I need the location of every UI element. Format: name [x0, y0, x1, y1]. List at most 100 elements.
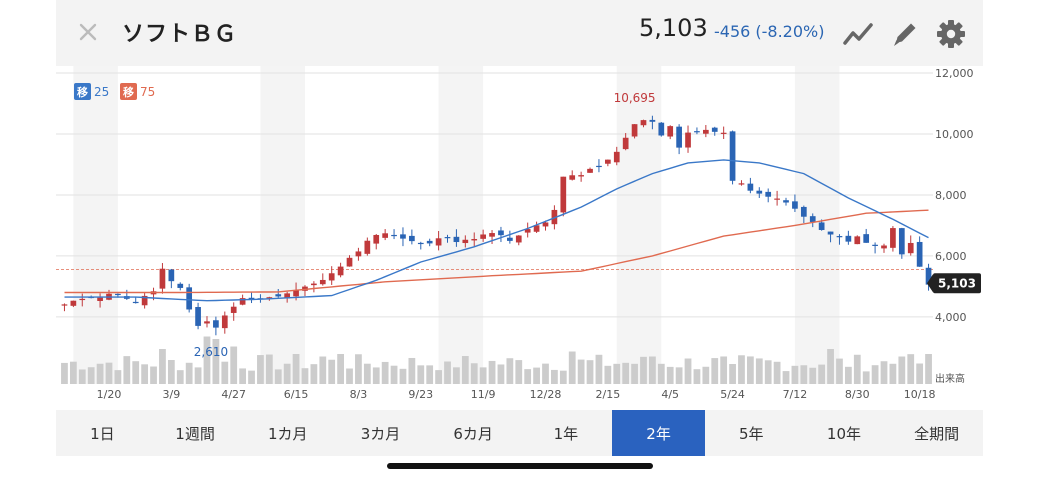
candle-body: [337, 266, 344, 276]
volume-bar: [274, 369, 282, 384]
candle: [765, 188, 772, 203]
candle-body: [774, 198, 780, 200]
volume-bar: [444, 361, 451, 384]
candle-body: [204, 321, 210, 324]
volume-bar: [702, 366, 710, 384]
volume-bar: [346, 368, 353, 384]
candle-body: [373, 234, 380, 244]
candle-body: [524, 229, 531, 233]
tab-9[interactable]: 10年: [826, 424, 862, 443]
volume-bar: [69, 361, 77, 384]
app-frame: ソフトＢＧ 5,103 -456 (-8.20%) 12,000 10,000 8,…: [56, 0, 983, 480]
candle: [729, 130, 736, 185]
candle: [97, 293, 103, 308]
candle-body: [230, 306, 237, 313]
volume-bar: [239, 368, 247, 384]
tab-8[interactable]: 5年: [739, 424, 764, 443]
candle: [373, 233, 380, 250]
price-chart[interactable]: 12,000 10,000 8,000 6,000 4,000 出来高 1/20 3/9 4/2…: [56, 66, 983, 410]
x-tick-label: 5/24: [720, 388, 745, 401]
volume-bar: [586, 360, 594, 384]
candle: [61, 303, 68, 312]
candle: [248, 292, 255, 304]
candle: [863, 228, 870, 243]
candle: [578, 171, 584, 182]
tab-3[interactable]: 1カ月: [267, 424, 308, 443]
candle-body: [453, 236, 460, 243]
candle: [79, 293, 86, 307]
candle-body: [640, 120, 647, 126]
tab-1[interactable]: 1日: [90, 424, 115, 443]
legend-item-ma75: 移 75: [120, 83, 155, 100]
candle: [533, 221, 540, 234]
pencil-icon[interactable]: [890, 19, 920, 49]
volume-bar: [533, 367, 540, 384]
volume-bar: [782, 371, 790, 384]
candle-body: [507, 237, 513, 241]
candle-body: [765, 191, 772, 197]
candle: [141, 292, 148, 309]
x-tick-label: 4/27: [221, 388, 246, 401]
candle: [649, 115, 656, 130]
candle: [809, 213, 816, 228]
candle-body: [667, 126, 674, 137]
tab-4[interactable]: 3カ月: [360, 424, 401, 443]
tab-2[interactable]: 1週間: [175, 424, 215, 443]
candle: [204, 316, 210, 328]
volume-bar: [622, 362, 630, 384]
volume-bar: [524, 369, 532, 384]
trend-line-icon[interactable]: [843, 19, 873, 49]
candle: [168, 268, 175, 289]
volume-bar: [363, 363, 371, 384]
candle: [631, 124, 638, 139]
volume-bar: [836, 358, 843, 384]
gear-icon[interactable]: [936, 19, 966, 49]
y-tick-label: 4,000: [935, 311, 967, 324]
volume-bar: [87, 367, 95, 384]
volume-bar: [355, 354, 362, 384]
tab-7[interactable]: 2年: [612, 410, 705, 456]
volume-bar: [657, 363, 665, 384]
volume-bar: [764, 360, 772, 384]
candle-body: [462, 239, 469, 244]
tab-10[interactable]: 全期間: [914, 424, 960, 443]
volume-bar: [435, 370, 442, 384]
candle: [542, 220, 549, 231]
candle: [560, 176, 567, 217]
candle-body: [391, 234, 397, 237]
volume-bar: [818, 364, 826, 384]
candle-body: [800, 206, 807, 217]
candle-body: [79, 298, 86, 301]
candle: [890, 226, 896, 252]
volume-bar: [301, 368, 309, 384]
candle-body: [925, 267, 932, 285]
volume-bar: [319, 356, 327, 384]
candle-body: [515, 235, 522, 243]
candle-body: [275, 294, 282, 297]
candle-body: [409, 235, 415, 242]
tab-6[interactable]: 1年: [553, 424, 579, 443]
volume-bar: [862, 371, 870, 384]
volume-bar: [176, 370, 184, 384]
candle: [720, 126, 727, 140]
candle-body: [836, 236, 843, 238]
candle: [622, 133, 629, 151]
candle: [409, 229, 415, 245]
candle-body: [613, 151, 620, 163]
candle: [337, 262, 344, 278]
candle: [747, 177, 754, 194]
ma25-line: [64, 159, 929, 302]
close-icon[interactable]: [76, 20, 100, 44]
legend-badge: [74, 83, 91, 100]
candle: [569, 170, 576, 181]
volume-bar: [604, 365, 612, 384]
tab-5[interactable]: 6カ月: [453, 424, 493, 443]
x-tick-label: 11/9: [471, 388, 496, 401]
home-indicator: [387, 463, 653, 469]
candle-body: [435, 238, 442, 246]
candle: [667, 125, 674, 140]
x-tick-label: 9/23: [408, 388, 433, 401]
candle: [417, 241, 424, 250]
candle-body: [569, 175, 576, 180]
volume-bar: [720, 356, 728, 384]
